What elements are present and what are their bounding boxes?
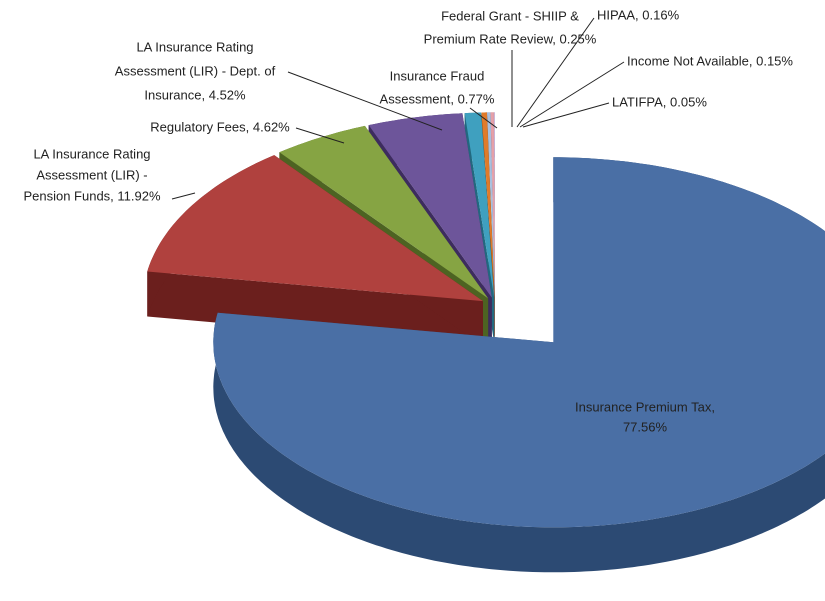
- leader-line: [519, 61, 625, 128]
- leader-line: [171, 192, 196, 200]
- leader-line: [516, 17, 595, 128]
- slice-wall: [147, 271, 484, 347]
- data-label: Insurance Premium Tax,: [575, 399, 715, 414]
- data-label: Assessment, 0.77%: [380, 91, 495, 106]
- slice-top: [279, 125, 489, 299]
- slice-top: [464, 112, 495, 298]
- slice-top: [487, 112, 495, 298]
- data-label: LATIFPA, 0.05%: [612, 94, 707, 109]
- data-label: Assessment (LIR) -: [36, 167, 147, 182]
- slice-top: [147, 155, 484, 302]
- slice-top: [481, 112, 495, 298]
- data-label: LA Insurance Rating: [136, 39, 253, 54]
- data-label: 77.56%: [623, 419, 668, 434]
- data-label: Federal Grant - SHIIP &: [441, 8, 579, 23]
- data-label: Assessment (LIR) - Dept. of: [115, 63, 276, 78]
- slice-top: [490, 112, 495, 298]
- data-label: HIPAA, 0.16%: [597, 7, 680, 22]
- data-label: LA Insurance Rating: [33, 146, 150, 161]
- slice-top: [213, 157, 825, 528]
- leader-line: [287, 71, 443, 131]
- leader-line: [522, 102, 610, 128]
- slice-top: [493, 112, 495, 298]
- slice: [147, 155, 484, 347]
- leader-line: [295, 127, 345, 144]
- data-label: Income Not Available, 0.15%: [627, 53, 793, 68]
- data-label: Insurance Fraud: [390, 68, 485, 83]
- data-label: Premium Rate Review, 0.25%: [424, 31, 597, 46]
- data-label: Regulatory Fees, 4.62%: [150, 119, 290, 134]
- data-label: Pension Funds, 11.92%: [23, 188, 161, 203]
- data-label: Insurance, 4.52%: [144, 87, 246, 102]
- leader-line: [469, 107, 498, 129]
- slice-top: [368, 113, 492, 298]
- slice: [213, 157, 825, 573]
